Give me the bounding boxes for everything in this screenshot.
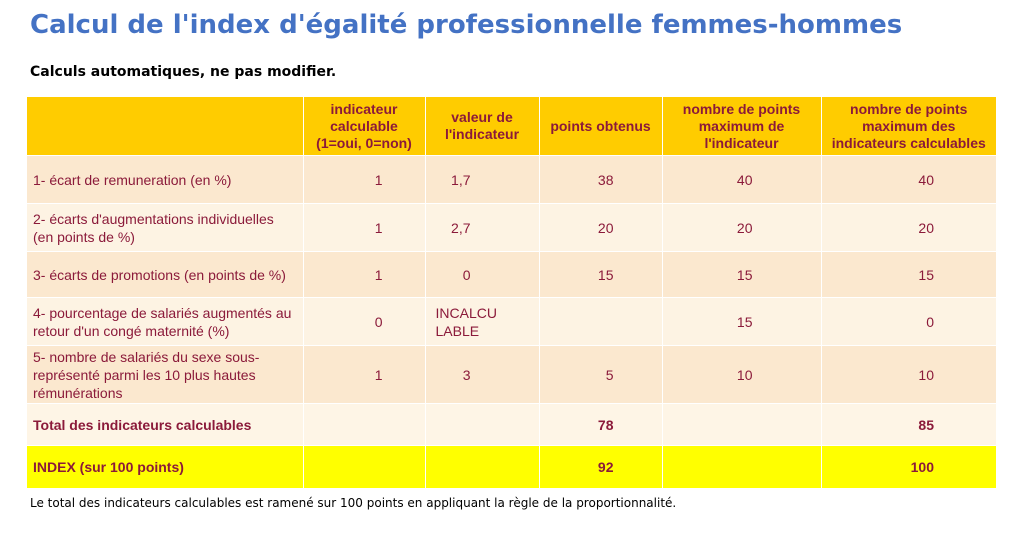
cell-max-calculables: 20 bbox=[821, 203, 996, 252]
cell-calculable: 1 bbox=[303, 345, 426, 404]
table-row: 2- écarts d'augmentations individuelles … bbox=[27, 203, 996, 252]
index-table: indicateur calculable (1=oui, 0=non) val… bbox=[27, 97, 996, 488]
row-label: 1- écart de remuneration (en %) bbox=[27, 155, 304, 204]
cell-calculable: 1 bbox=[303, 203, 426, 252]
index-points: 92 bbox=[539, 445, 663, 488]
cell-calculable: 0 bbox=[303, 297, 426, 346]
cell-max-indicateur: 15 bbox=[662, 251, 822, 298]
cell-max-indicateur: 40 bbox=[662, 155, 822, 204]
cell-valeur: INCALCULABLE bbox=[425, 297, 540, 346]
header-max-indicateur: nombre de points maximum de l'indicateur bbox=[662, 97, 822, 156]
row-label: 3- écarts de promotions (en points de %) bbox=[27, 251, 304, 298]
table-row: 4- pourcentage de salariés augmentés au … bbox=[27, 297, 996, 346]
cell-valeur: 1,7 bbox=[425, 155, 540, 204]
cell-valeur: 2,7 bbox=[425, 203, 540, 252]
cell-max-calculables: 10 bbox=[821, 345, 996, 404]
incalculable-text: INCALCULABLE bbox=[435, 304, 497, 339]
total-label: Total des indicateurs calculables bbox=[27, 403, 304, 446]
cell-max-calculables: 15 bbox=[821, 251, 996, 298]
table-row: 1- écart de remuneration (en %) 1 1,7 38… bbox=[27, 155, 996, 204]
row-label: 5- nombre de salariés du sexe sous-repré… bbox=[27, 345, 304, 404]
cell-calculable: 1 bbox=[303, 155, 426, 204]
cell-points bbox=[539, 297, 663, 346]
row-label: 4- pourcentage de salariés augmentés au … bbox=[27, 297, 304, 346]
page-title: Calcul de l'index d'égalité professionne… bbox=[30, 10, 903, 40]
header-valeur: valeur de l'indicateur bbox=[425, 97, 540, 156]
index-max-calculables: 100 bbox=[821, 445, 996, 488]
cell-points: 5 bbox=[539, 345, 663, 404]
cell-max-calculables: 40 bbox=[821, 155, 996, 204]
header-max-calculables: nombre de points maximum des indicateurs… bbox=[821, 97, 996, 156]
total-row: Total des indicateurs calculables 78 85 bbox=[27, 403, 996, 446]
total-max-calculables: 85 bbox=[821, 403, 996, 446]
header-calculable: indicateur calculable (1=oui, 0=non) bbox=[303, 97, 426, 156]
table-row: 5- nombre de salariés du sexe sous-repré… bbox=[27, 345, 996, 404]
row-label: 2- écarts d'augmentations individuelles … bbox=[27, 203, 304, 252]
index-empty-cell bbox=[662, 445, 822, 488]
header-points: points obtenus bbox=[539, 97, 663, 156]
page-subtitle: Calculs automatiques, ne pas modifier. bbox=[30, 64, 337, 80]
cell-max-calculables: 0 bbox=[821, 297, 996, 346]
footnote: Le total des indicateurs calculables est… bbox=[30, 496, 677, 510]
index-row: INDEX (sur 100 points) 92 100 bbox=[27, 445, 996, 488]
header-indicator bbox=[27, 97, 304, 156]
table-header-row: indicateur calculable (1=oui, 0=non) val… bbox=[27, 97, 996, 156]
cell-calculable: 1 bbox=[303, 251, 426, 298]
cell-valeur: 0 bbox=[425, 251, 540, 298]
total-empty-cell bbox=[662, 403, 822, 446]
total-points: 78 bbox=[539, 403, 663, 446]
cell-points: 20 bbox=[539, 203, 663, 252]
cell-max-indicateur: 20 bbox=[662, 203, 822, 252]
cell-max-indicateur: 15 bbox=[662, 297, 822, 346]
table-row: 3- écarts de promotions (en points de %)… bbox=[27, 251, 996, 298]
index-label: INDEX (sur 100 points) bbox=[27, 445, 304, 488]
cell-max-indicateur: 10 bbox=[662, 345, 822, 404]
cell-valeur: 3 bbox=[425, 345, 540, 404]
cell-points: 15 bbox=[539, 251, 663, 298]
index-empty-cell bbox=[303, 445, 426, 488]
total-empty-cell bbox=[425, 403, 540, 446]
index-empty-cell bbox=[425, 445, 540, 488]
total-empty-cell bbox=[303, 403, 426, 446]
cell-points: 38 bbox=[539, 155, 663, 204]
